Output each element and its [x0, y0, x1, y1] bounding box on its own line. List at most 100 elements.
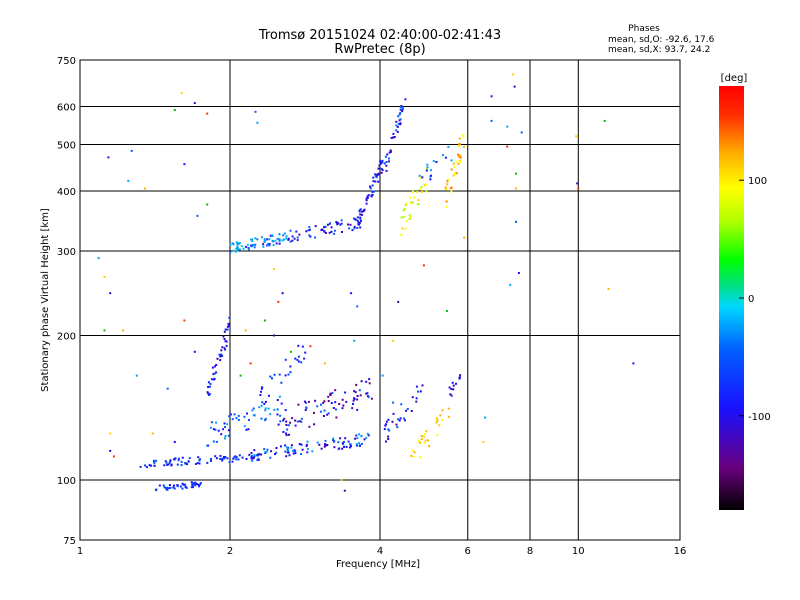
- echo-point: [455, 172, 458, 175]
- echo-point: [360, 219, 362, 222]
- echo-point: [322, 401, 325, 404]
- colorbar-label: [deg]: [721, 73, 748, 84]
- echo-point: [324, 225, 327, 228]
- echo-point: [276, 237, 279, 240]
- echo-point: [350, 445, 352, 448]
- echo-point: [333, 446, 336, 449]
- echo-point: [395, 120, 398, 123]
- echo-point: [462, 135, 465, 138]
- echo-point: [341, 231, 343, 233]
- echo-point: [284, 450, 287, 453]
- echo-point: [356, 226, 359, 229]
- echo-point: [214, 365, 216, 368]
- echo-point: [253, 455, 256, 458]
- echo-point: [190, 486, 193, 489]
- echo-point: [280, 445, 282, 448]
- scatter-point: [103, 329, 106, 332]
- scatter-point: [122, 329, 124, 332]
- echo-point: [246, 243, 249, 246]
- scatter-point: [506, 125, 509, 128]
- echo-point: [268, 243, 271, 245]
- scatter-point: [196, 214, 199, 217]
- echo-point: [220, 433, 223, 436]
- echo-point: [260, 417, 263, 420]
- echo-point: [358, 389, 361, 392]
- echo-point: [282, 234, 285, 237]
- echo-point: [227, 434, 230, 437]
- echo-point: [435, 421, 438, 424]
- echo-point: [361, 213, 363, 216]
- chart-title: Tromsø 20151024 02:40:00-02:41:43: [258, 28, 501, 43]
- echo-point: [206, 461, 209, 464]
- echo-point: [335, 408, 337, 411]
- echo-point: [396, 130, 399, 133]
- echo-point: [250, 456, 253, 459]
- echo-point: [447, 145, 450, 148]
- echo-point: [379, 161, 382, 164]
- chart-subtitle: RwPretec (8p): [334, 42, 425, 57]
- echo-point: [215, 364, 218, 366]
- echo-point: [264, 407, 267, 410]
- echo-point: [269, 456, 272, 459]
- echo-point: [363, 209, 366, 212]
- echo-point: [267, 407, 270, 410]
- echo-point: [257, 453, 259, 456]
- echo-point: [226, 325, 229, 328]
- echo-point: [344, 437, 347, 440]
- echo-point: [404, 227, 407, 230]
- y-tick-label: 400: [57, 187, 76, 198]
- echo-point: [207, 392, 210, 395]
- echo-point: [373, 190, 375, 193]
- echo-point: [334, 389, 337, 392]
- echo-point: [242, 247, 245, 250]
- echo-point: [351, 407, 354, 410]
- echo-point: [308, 228, 311, 231]
- echo-point: [324, 439, 327, 442]
- scatter-point: [490, 119, 493, 122]
- echo-point: [323, 415, 325, 417]
- echo-point: [367, 434, 370, 437]
- scatter-point: [166, 387, 169, 390]
- echo-point: [319, 410, 322, 413]
- echo-point: [314, 399, 317, 402]
- echo-point: [173, 487, 176, 490]
- echo-point: [300, 417, 303, 420]
- echo-point: [413, 196, 416, 199]
- echo-point: [236, 242, 239, 245]
- echo-point: [308, 226, 311, 229]
- echo-point: [462, 145, 465, 148]
- echo-point: [390, 150, 392, 153]
- echo-point: [401, 106, 404, 109]
- echo-point: [425, 430, 428, 433]
- echo-point: [449, 393, 452, 396]
- echo-point: [320, 447, 323, 450]
- echo-point: [278, 242, 281, 245]
- echo-point: [300, 420, 303, 423]
- echo-point: [235, 247, 238, 250]
- echo-point: [395, 124, 398, 127]
- echo-point: [264, 419, 267, 422]
- echo-point: [330, 402, 333, 404]
- scatter-point: [392, 339, 395, 342]
- echo-point: [342, 443, 345, 446]
- x-tick-label: 4: [377, 546, 383, 557]
- echo-point: [173, 458, 176, 461]
- echo-point: [391, 420, 394, 423]
- echo-point: [169, 459, 172, 462]
- phases-o-stats: mean, sd,O: -92.6, 17.6: [608, 35, 715, 45]
- scatter-point: [109, 292, 112, 295]
- echo-point: [235, 458, 238, 461]
- echo-point: [224, 437, 226, 440]
- scatter-point: [484, 416, 487, 419]
- echo-point: [225, 340, 228, 343]
- y-tick-label: 300: [57, 247, 76, 258]
- echo-point: [192, 482, 195, 485]
- echo-point: [309, 235, 312, 238]
- echo-point: [241, 456, 244, 459]
- echo-point: [291, 417, 294, 420]
- echo-point: [261, 386, 264, 389]
- echo-point: [261, 401, 264, 404]
- echo-point: [280, 381, 283, 384]
- echo-point: [177, 457, 180, 460]
- echo-point: [213, 372, 216, 375]
